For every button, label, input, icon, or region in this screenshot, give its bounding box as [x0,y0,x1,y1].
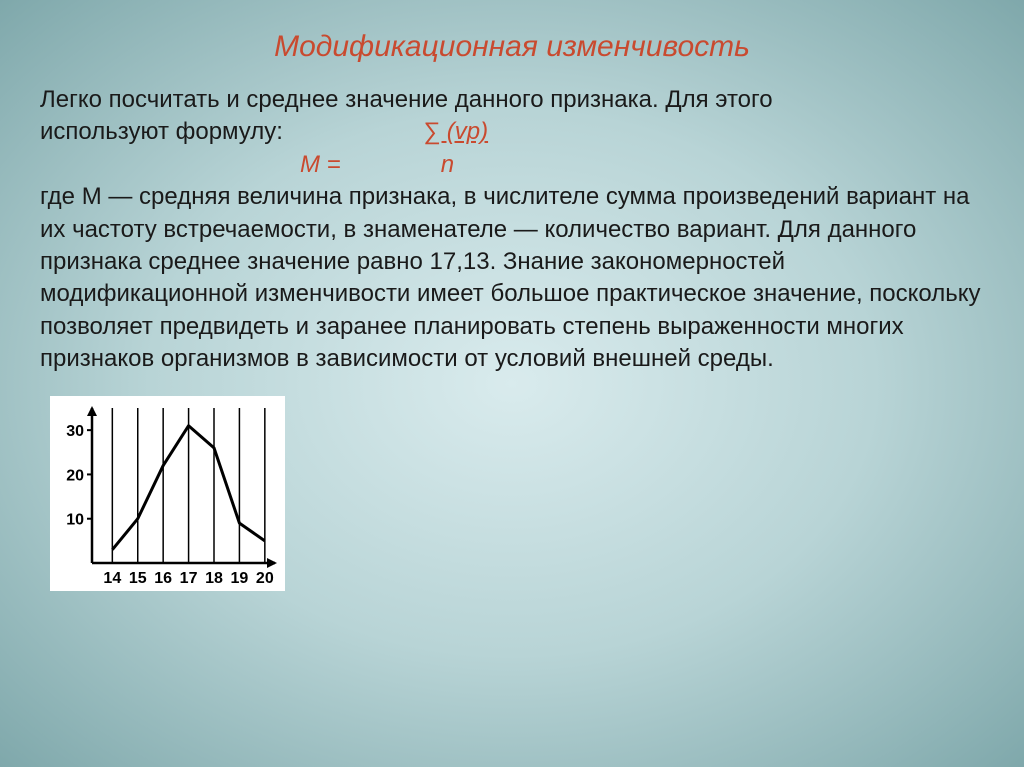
svg-text:16: 16 [154,570,172,587]
svg-text:10: 10 [66,511,84,528]
para1-line2-wrap: используют формулу: ∑ (vp) [40,116,984,148]
svg-text:30: 30 [66,423,84,440]
slide-title: Модификационная изменчивость [40,30,984,64]
svg-text:18: 18 [205,570,223,587]
chart-svg: 10 20 30 14 15 16 17 18 19 20 [50,396,285,591]
body-text: Легко посчитать и среднее значение данно… [40,84,984,376]
formula-numerator: ∑ (vp) [423,118,488,145]
formula-m: M = [300,151,341,178]
variation-curve-chart: 10 20 30 14 15 16 17 18 19 20 [50,396,984,596]
formula-line2: M = n [40,149,984,181]
svg-text:14: 14 [103,570,121,587]
para1-line1: Легко посчитать и среднее значение данно… [40,84,984,116]
para1-line2: используют формулу: [40,118,283,145]
formula-denominator: n [441,151,454,178]
para2: где М — средняя величина признака, в чис… [40,181,984,375]
svg-text:20: 20 [256,570,274,587]
svg-text:17: 17 [180,570,198,587]
svg-text:20: 20 [66,467,84,484]
svg-text:15: 15 [129,570,147,587]
svg-text:19: 19 [231,570,249,587]
